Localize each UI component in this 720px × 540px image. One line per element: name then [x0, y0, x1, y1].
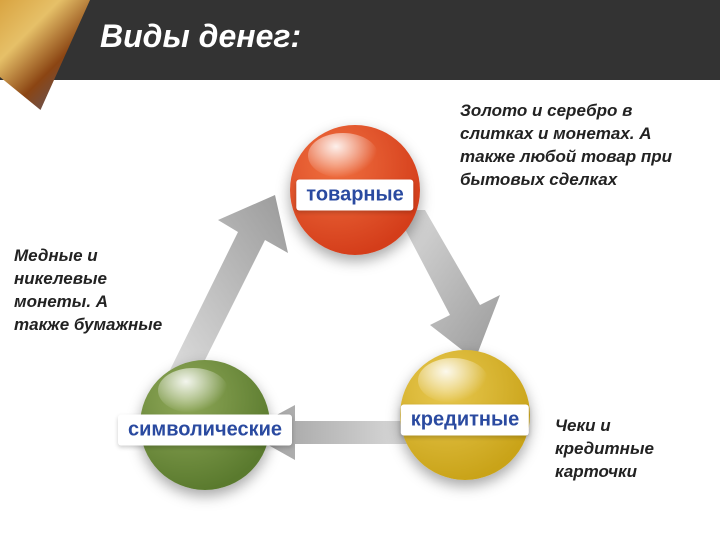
page-title: Виды денег: — [100, 18, 301, 55]
node-symbolic-label: символические — [118, 415, 292, 446]
arrow-symbolic-to-commodity — [170, 195, 300, 370]
node-commodity: товарные — [290, 125, 420, 255]
desc-commodity: Золото и серебро в слитках и монетах. А … — [460, 100, 700, 192]
node-symbolic: символические — [140, 360, 270, 490]
node-commodity-label: товарные — [296, 180, 413, 211]
node-credit: кредитные — [400, 350, 530, 480]
desc-symbolic: Медные и никелевые монеты. А также бумаж… — [14, 245, 164, 337]
node-credit-label: кредитные — [401, 405, 529, 436]
slide: Виды денег: товарные кредитные символиче… — [0, 0, 720, 540]
desc-credit: Чеки и кредитные карточки — [555, 415, 705, 484]
